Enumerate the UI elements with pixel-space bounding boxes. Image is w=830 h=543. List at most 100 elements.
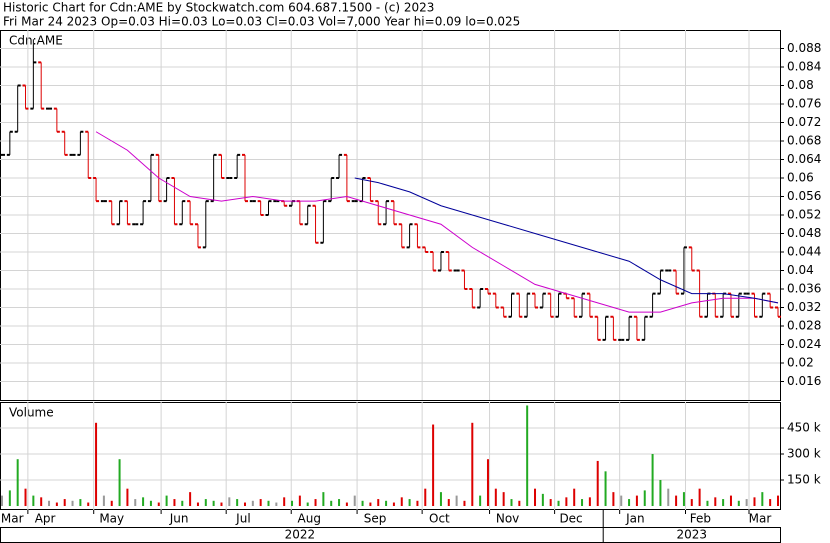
y-tick-label: 0.072 (787, 115, 821, 129)
volume-bar (181, 500, 184, 506)
volume-bar (338, 499, 341, 506)
volume-bar (173, 499, 176, 506)
x-tick-label: Jan (625, 512, 645, 526)
volume-bar (729, 495, 732, 506)
moving-average (354, 177, 779, 304)
volume-bar (620, 495, 623, 506)
volume-bar (690, 499, 693, 506)
year-label: 2023 (677, 528, 708, 542)
volume-bar (157, 502, 160, 506)
y-tick-label: 0.036 (787, 282, 821, 296)
volume-bar (314, 499, 317, 506)
volume-bar (330, 500, 333, 506)
volume-bar (635, 495, 638, 506)
x-tick-label: Nov (496, 512, 519, 526)
volume-bar (588, 497, 591, 506)
y-tick-label: 0.024 (787, 337, 821, 351)
y-tick-label: 0.084 (787, 60, 821, 74)
x-tick-label: Mar (749, 512, 772, 526)
volume-bar (526, 405, 529, 506)
volume-bar (165, 495, 168, 506)
volume-bar (1, 495, 3, 506)
volume-bar (479, 495, 482, 506)
volume-bar (377, 499, 380, 506)
volume-bar (345, 502, 348, 506)
volume-bar (134, 499, 137, 506)
volume-bar (87, 502, 90, 506)
volume-bar (298, 495, 301, 506)
volume-bar (118, 459, 121, 506)
volume-bar (259, 499, 262, 506)
volume-bar (447, 499, 450, 506)
volume-bar (392, 502, 395, 506)
x-tick-label: Jul (235, 512, 250, 526)
y-tick-label: 0.064 (787, 152, 821, 166)
volume-bar (737, 500, 740, 506)
volume-bar (408, 499, 411, 506)
volume-bar (494, 488, 497, 506)
y-tick-label: 0.044 (787, 245, 821, 259)
volume-bar (220, 502, 223, 506)
volume-bar (102, 495, 105, 506)
volume-bar (71, 500, 74, 506)
volume-bar (518, 500, 521, 506)
volume-bar (149, 500, 152, 506)
volume-bar (612, 492, 615, 506)
volume-bar (196, 502, 199, 506)
volume-bar (267, 500, 270, 506)
volume-bar (651, 454, 654, 506)
volume-bar (142, 497, 145, 506)
y-tick-label: 0.06 (787, 171, 814, 185)
volume-bar (628, 499, 631, 506)
y-tick-label: 0.032 (787, 300, 821, 314)
volume-bar (682, 492, 685, 506)
volume-bar (463, 500, 466, 506)
y-tick-label: 0.016 (787, 374, 821, 388)
volume-bar (777, 495, 779, 506)
volume-bar (8, 490, 11, 506)
volume-bar (322, 492, 325, 506)
x-tick-label: Apr (35, 512, 56, 526)
y-tick-label: 0.08 (787, 78, 814, 92)
y-tick-label: 0.04 (787, 263, 814, 277)
volume-bar (32, 495, 35, 506)
moving-average (95, 131, 779, 313)
volume-bar (236, 499, 239, 506)
volume-bar (40, 497, 43, 506)
y-tick-label: 0.028 (787, 319, 821, 333)
volume-bar (432, 424, 435, 506)
volume-bar (745, 499, 748, 506)
volume-bar (753, 497, 756, 506)
volume-bar (698, 488, 701, 506)
volume-bar (95, 422, 98, 506)
volume-bar (424, 488, 427, 506)
header-line-1: Historic Chart for Cdn:AME by Stockwatch… (3, 1, 434, 15)
volume-bar (243, 502, 246, 506)
grid-layer (0, 30, 780, 510)
volume-bar (486, 459, 489, 506)
y-tick-label: 0.068 (787, 134, 821, 148)
volume-bar (722, 499, 725, 506)
y-tick-label: 150 k (787, 473, 821, 487)
x-tick-label: Aug (298, 512, 321, 526)
y-tick-label: 0.052 (787, 208, 821, 222)
volume-bar (769, 499, 772, 506)
volume-bar (667, 488, 670, 506)
volume-bar (283, 497, 286, 506)
volume-bar (557, 500, 560, 506)
x-tick-label: Oct (429, 512, 450, 526)
volume-bar (110, 500, 113, 506)
volume-panel (0, 402, 781, 510)
x-tick-label: Jun (169, 512, 189, 526)
volume-bar (502, 492, 505, 506)
volume-bar (306, 502, 309, 506)
x-tick-label: Sep (364, 512, 387, 526)
volume-bar (581, 499, 584, 506)
x-tick-label: Feb (690, 512, 711, 526)
volume-bar (659, 480, 662, 506)
volume-bar (541, 493, 544, 506)
y-tick-label: 300 k (787, 447, 821, 461)
volume-bar (204, 499, 207, 506)
